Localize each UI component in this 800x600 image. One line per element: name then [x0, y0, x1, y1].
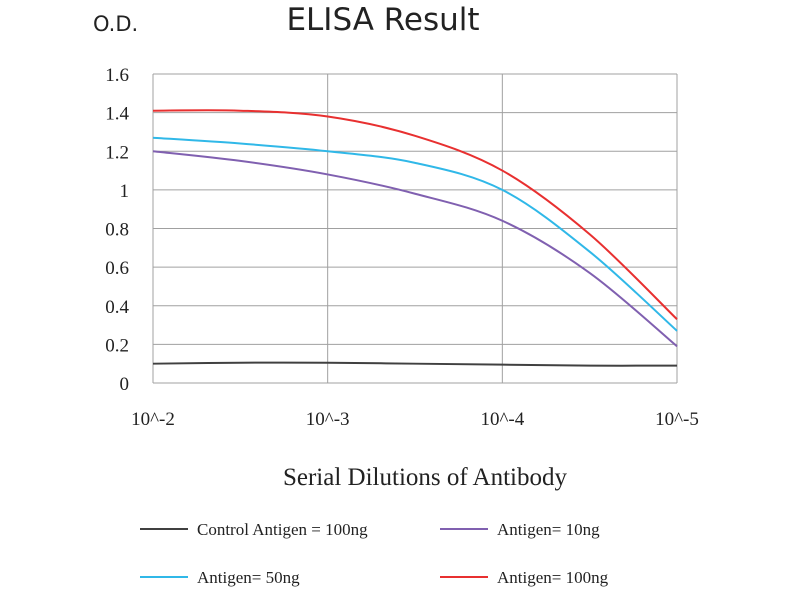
y-tick-label: 0.2 — [105, 335, 129, 356]
legend-item: Antigen= 100ng — [440, 568, 609, 587]
chart-title: ELISA Result — [286, 2, 479, 38]
x-tick-label: 10^-5 — [655, 409, 699, 430]
x-axis-label: Serial Dilutions of Antibody — [283, 464, 568, 491]
y-tick-label: 1.2 — [105, 142, 129, 163]
series-line-1 — [152, 150, 678, 348]
y-tick-label: 0 — [120, 374, 130, 395]
y-tick-label: 1.4 — [105, 104, 129, 125]
series-line-0 — [152, 361, 678, 367]
y-tick-label: 0.4 — [105, 297, 129, 318]
grid — [152, 73, 678, 384]
series-line-3 — [152, 109, 678, 320]
legend-label: Antigen= 10ng — [497, 520, 600, 539]
y-axis-label: O.D. — [93, 12, 138, 36]
x-tick-label: 10^-4 — [480, 409, 524, 430]
legend-item: Antigen= 50ng — [140, 568, 300, 587]
x-tick-label: 10^-2 — [131, 409, 175, 430]
legend-item: Control Antigen = 100ng — [140, 520, 368, 539]
series-lines — [152, 109, 678, 367]
y-tick-label: 0.6 — [105, 258, 129, 279]
series-line-2 — [152, 136, 678, 332]
x-tick-label: 10^-3 — [306, 409, 350, 430]
x-tick-labels: 10^-2 10^-3 10^-4 10^-5 — [131, 409, 699, 430]
y-tick-label: 0.8 — [105, 220, 129, 241]
legend-item: Antigen= 10ng — [440, 520, 600, 539]
legend-label: Antigen= 100ng — [497, 568, 609, 587]
legend-label: Antigen= 50ng — [197, 568, 300, 587]
y-tick-label: 1.6 — [105, 65, 129, 86]
y-tick-label: 1 — [120, 181, 130, 202]
legend: Control Antigen = 100ng Antigen= 10ng Anti… — [140, 520, 609, 587]
y-tick-labels: 0 0.2 0.4 0.6 0.8 1 1.2 1.4 1.6 — [105, 65, 129, 395]
legend-label: Control Antigen = 100ng — [197, 520, 368, 539]
